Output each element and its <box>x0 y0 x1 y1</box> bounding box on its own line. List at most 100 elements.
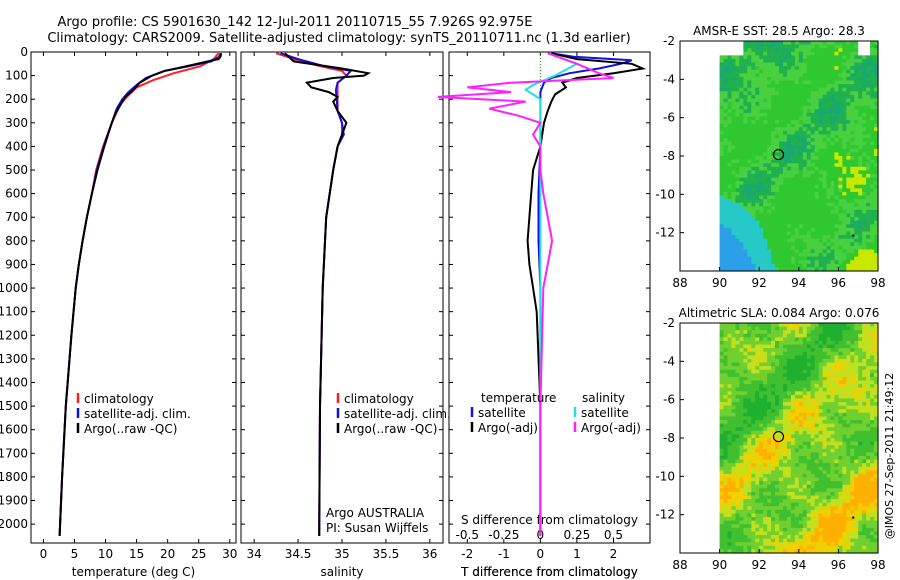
y-tick-label: 1400 <box>0 375 28 389</box>
s-axis-label: S difference from climatology <box>461 513 638 527</box>
legend-label: Argo(..raw -QC) <box>344 422 437 436</box>
x-axis-label: temperature (deg C) <box>72 565 195 579</box>
island-marker <box>852 516 855 519</box>
series-line-argo-raw-qc- <box>284 52 372 536</box>
map-title: Altimetric SLA: 0.084 Argo: 0.076 <box>679 306 880 320</box>
s-tick-label: -0.25 <box>488 528 519 542</box>
x-axis-label: T difference from climatology <box>460 565 638 579</box>
x-axis-label: T difference from climatology <box>460 565 638 579</box>
x-tick-label: 94 <box>791 558 806 572</box>
x-tick-label: 15 <box>129 547 144 561</box>
series-line-satellite-adj-clim- <box>280 52 353 536</box>
x-tick-label: 98 <box>870 558 885 572</box>
map-title: AMSR-E SST: 28.5 Argo: 28.3 <box>693 24 865 38</box>
legend-header: temperature <box>481 391 556 405</box>
x-tick-label: 35 <box>334 547 349 561</box>
y-tick-label: 900 <box>5 257 28 271</box>
legend-label: satellite <box>478 406 526 420</box>
x-tick-label: 90 <box>712 558 727 572</box>
axes-frame <box>30 51 237 544</box>
legend-label: satellite <box>581 406 629 420</box>
x-tick-label: 0 <box>537 547 545 561</box>
x-tick-label: -1 <box>498 547 510 561</box>
x-tick-label: 90 <box>712 276 727 290</box>
series-line-argo-adj- <box>437 52 614 536</box>
y-tick-label: -10 <box>655 469 675 483</box>
temperature-profile-panel: 0 5 10 15 20 25 30 temperature (deg C) 0 100 200 30… <box>0 45 237 579</box>
x-tick-label: 96 <box>831 558 846 572</box>
y-tick-label: 1600 <box>0 423 28 437</box>
y-tick-label: 1500 <box>0 399 28 413</box>
x-tick-label: 92 <box>752 558 767 572</box>
y-tick-label: -6 <box>663 111 675 125</box>
y-tick-label: 1300 <box>0 352 28 366</box>
series-line-satellite <box>537 52 633 536</box>
series-line-climatology <box>58 52 220 536</box>
y-tick-label: 800 <box>5 234 28 248</box>
sla-map-panel: 88 90 92 94 96 98 -2 -4 -6 -8 -10 -12 Altimetric SLA… <box>655 306 885 572</box>
x-tick-label: 35.5 <box>373 547 400 561</box>
legend-header: salinity <box>582 391 625 405</box>
y-tick-label: -4 <box>663 354 675 368</box>
pi-annotation: PI: Susan Wijffels <box>326 521 428 535</box>
series-line-satellite <box>523 52 580 536</box>
x-tick-label: 36 <box>422 547 437 561</box>
legend-label: climatology <box>84 392 154 406</box>
map-raster <box>719 323 879 554</box>
argo-annotation: Argo AUSTRALIA <box>326 506 425 520</box>
legend-label: satellite-adj. clim. <box>344 407 451 421</box>
x-tick-label: 25 <box>191 547 206 561</box>
legend-label: Argo(-adj) <box>581 421 641 435</box>
s-tick-label: -0.5 <box>456 528 479 542</box>
island-marker <box>852 234 855 237</box>
x-tick-label: 34 <box>247 547 262 561</box>
y-tick-label: 500 <box>5 163 28 177</box>
x-tick-label: 94 <box>791 276 806 290</box>
y-tick-label: 200 <box>5 92 28 106</box>
series-line-argo-raw-qc- <box>58 53 223 536</box>
y-tick-label: 300 <box>5 116 28 130</box>
y-tick-label: 600 <box>5 187 28 201</box>
series-line-satellite-adj-clim- <box>58 52 222 536</box>
x-tick-label: 1 <box>573 547 581 561</box>
y-tick-label: -8 <box>663 431 675 445</box>
x-tick-label: 20 <box>160 547 175 561</box>
argo-float-marker <box>772 148 785 161</box>
series-line-argo-adj- <box>526 52 647 536</box>
x-tick-label: 34.5 <box>285 547 312 561</box>
x-tick-label: 5 <box>71 547 79 561</box>
difference-profile-panel: T difference from climatology-2 -1 0 1 2T di… <box>437 51 651 579</box>
x-tick-label: 96 <box>831 276 846 290</box>
x-tick-label: 88 <box>672 276 687 290</box>
y-tick-label: 1100 <box>0 305 28 319</box>
legend-label: satellite-adj. clim. <box>84 407 191 421</box>
x-tick-label: 2 <box>610 547 618 561</box>
y-tick-label: 0 <box>20 45 28 59</box>
axes-frame <box>448 51 651 544</box>
s-tick-label: 0.5 <box>604 528 623 542</box>
y-tick-label: -12 <box>655 508 675 522</box>
series-line-climatology <box>275 52 348 536</box>
legend-label: Argo(-adj) <box>478 421 538 435</box>
y-tick-label: 1700 <box>0 446 28 460</box>
y-tick-label: 1000 <box>0 281 28 295</box>
sst-map-panel: 88 90 92 94 96 98 -2 -4 -6 -8 -10 -12 AMSR-E SST: 28… <box>655 24 885 290</box>
y-tick-label: 100 <box>5 69 28 83</box>
imos-watermark: @IMOS 27-Sep-2011 21:49:12 <box>883 373 896 539</box>
y-tick-label: -12 <box>655 226 675 240</box>
x-tick-label: -2 <box>461 547 473 561</box>
x-tick-label: 30 <box>222 547 237 561</box>
y-tick-label: 400 <box>5 139 28 153</box>
y-tick-label: -6 <box>663 393 675 407</box>
legend-label: Argo(..raw -QC) <box>84 422 177 436</box>
y-tick-label: -4 <box>663 72 675 86</box>
figure-title-line2: Climatology: CARS2009. Satellite-adjuste… <box>47 31 630 46</box>
y-tick-label: -2 <box>663 316 675 330</box>
y-tick-label: 2000 <box>0 517 28 531</box>
x-tick-label: 98 <box>870 276 885 290</box>
x-tick-label: 88 <box>672 558 687 572</box>
argo-float-marker <box>772 430 785 443</box>
y-tick-label: 1800 <box>0 470 28 484</box>
map-raster <box>719 41 879 272</box>
